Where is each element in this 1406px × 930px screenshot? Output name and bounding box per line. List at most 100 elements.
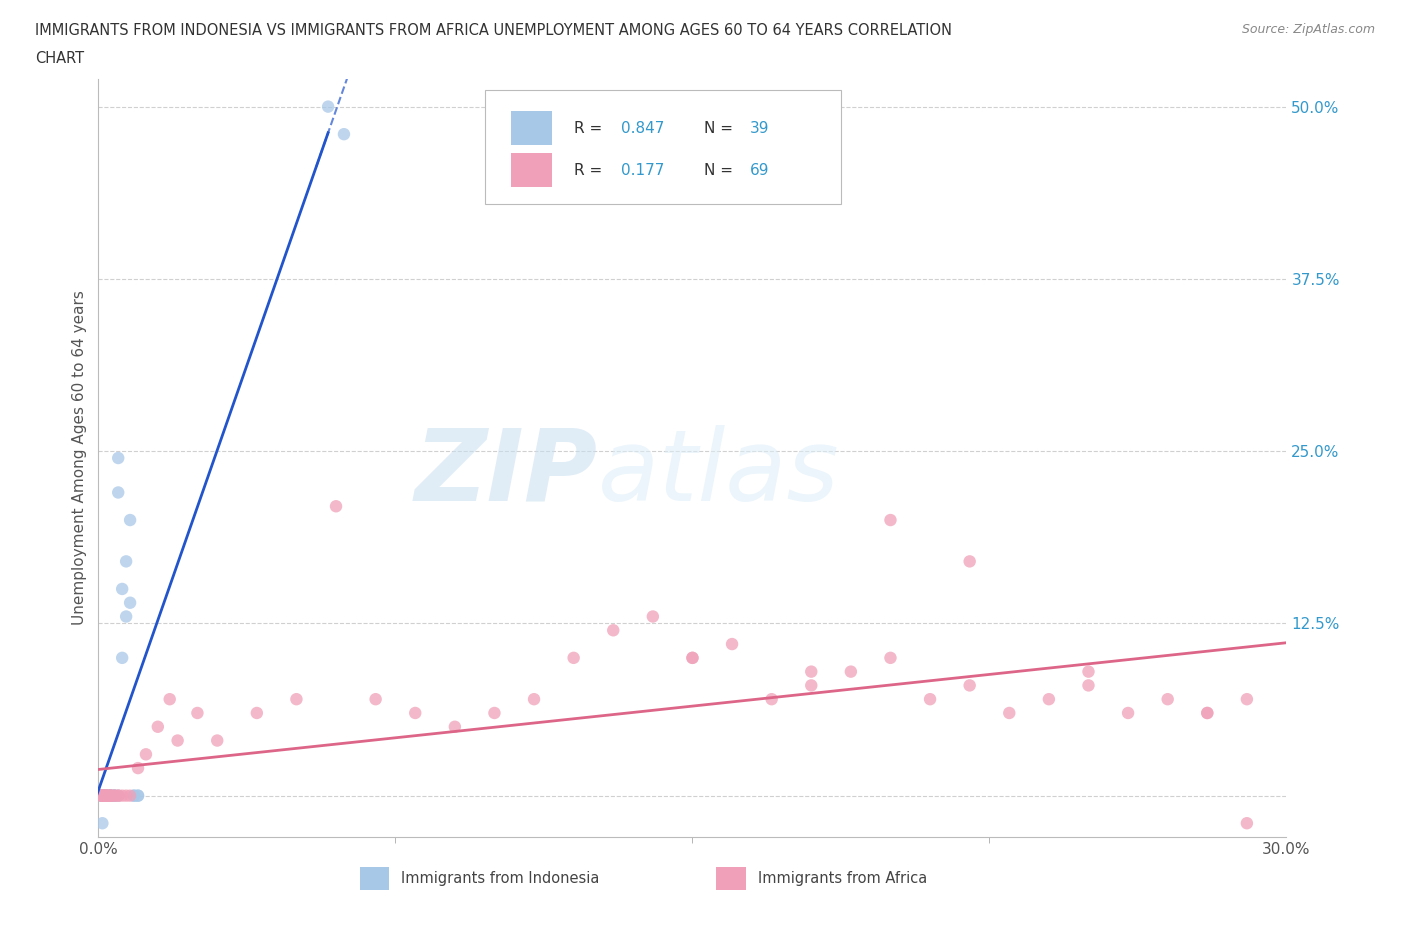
Point [1038, 692, 1060, 707]
Point [120, 595, 142, 610]
Point [115, 609, 138, 624]
Text: 69: 69 [749, 163, 769, 178]
Point [103, 789, 125, 804]
Point [879, 650, 901, 665]
Text: Source: ZipAtlas.com: Source: ZipAtlas.com [1241, 23, 1375, 36]
Point [91, 789, 114, 804]
Text: N =: N = [704, 121, 738, 136]
Point [98, 789, 121, 804]
Point [111, 581, 134, 596]
Point [681, 650, 703, 665]
Point [186, 706, 208, 721]
Point [1077, 678, 1099, 693]
FancyBboxPatch shape [485, 90, 841, 204]
Point [681, 650, 703, 665]
Text: CHART: CHART [35, 51, 84, 66]
Point [96, 789, 118, 804]
Point [98, 789, 121, 804]
Point [91, 789, 114, 804]
Point [91, 789, 114, 804]
Point [91, 789, 114, 804]
Point [246, 706, 269, 721]
Point [96, 789, 118, 804]
Point [107, 451, 129, 466]
FancyBboxPatch shape [716, 868, 747, 890]
Point [761, 692, 783, 707]
Point [641, 609, 664, 624]
Point [107, 789, 129, 804]
Point [404, 706, 426, 721]
Point [91, 789, 114, 804]
Text: Immigrants from Africa: Immigrants from Africa [758, 871, 927, 886]
Point [1197, 706, 1219, 721]
Point [523, 692, 546, 707]
Point [96, 789, 118, 804]
Text: Immigrants from Indonesia: Immigrants from Indonesia [401, 871, 600, 886]
Point [91, 789, 114, 804]
Point [91, 816, 114, 830]
Point [96, 789, 118, 804]
Point [107, 789, 129, 804]
Point [98, 789, 121, 804]
FancyBboxPatch shape [510, 153, 553, 187]
Text: atlas: atlas [598, 425, 839, 522]
Point [96, 789, 118, 804]
Point [120, 512, 142, 527]
Point [91, 789, 114, 804]
Point [959, 554, 981, 569]
Point [91, 789, 114, 804]
FancyBboxPatch shape [360, 868, 389, 890]
Point [920, 692, 942, 707]
Point [1077, 664, 1099, 679]
Point [122, 789, 145, 804]
Point [1156, 692, 1178, 707]
Point [91, 789, 114, 804]
Point [364, 692, 387, 707]
Point [127, 789, 149, 804]
Point [602, 623, 624, 638]
Point [115, 789, 138, 804]
Point [91, 789, 114, 804]
Point [91, 789, 114, 804]
Point [91, 789, 114, 804]
Point [96, 789, 118, 804]
Point [1236, 692, 1258, 707]
Point [96, 789, 118, 804]
Point [721, 637, 744, 652]
Text: 0.847: 0.847 [621, 121, 665, 136]
Point [135, 747, 157, 762]
Point [120, 789, 142, 804]
Point [91, 789, 114, 804]
Y-axis label: Unemployment Among Ages 60 to 64 years: Unemployment Among Ages 60 to 64 years [72, 290, 87, 626]
Point [839, 664, 862, 679]
Point [91, 789, 114, 804]
Point [115, 554, 138, 569]
Point [111, 650, 134, 665]
Point [159, 692, 181, 707]
Point [91, 789, 114, 804]
Point [333, 126, 356, 141]
Point [285, 692, 308, 707]
Point [98, 789, 121, 804]
Point [127, 789, 149, 804]
Point [103, 789, 125, 804]
Point [96, 789, 118, 804]
Point [122, 789, 145, 804]
Text: IMMIGRANTS FROM INDONESIA VS IMMIGRANTS FROM AFRICA UNEMPLOYMENT AMONG AGES 60 T: IMMIGRANTS FROM INDONESIA VS IMMIGRANTS … [35, 23, 952, 38]
Point [91, 789, 114, 804]
Point [998, 706, 1021, 721]
Point [91, 789, 114, 804]
Point [444, 719, 467, 734]
Point [800, 664, 823, 679]
Point [98, 789, 121, 804]
Point [96, 789, 118, 804]
Point [1197, 706, 1219, 721]
Point [91, 789, 114, 804]
Text: ZIP: ZIP [415, 425, 598, 522]
Point [879, 512, 901, 527]
Point [103, 789, 125, 804]
Point [562, 650, 585, 665]
Point [166, 733, 188, 748]
Point [91, 789, 114, 804]
Point [146, 719, 169, 734]
